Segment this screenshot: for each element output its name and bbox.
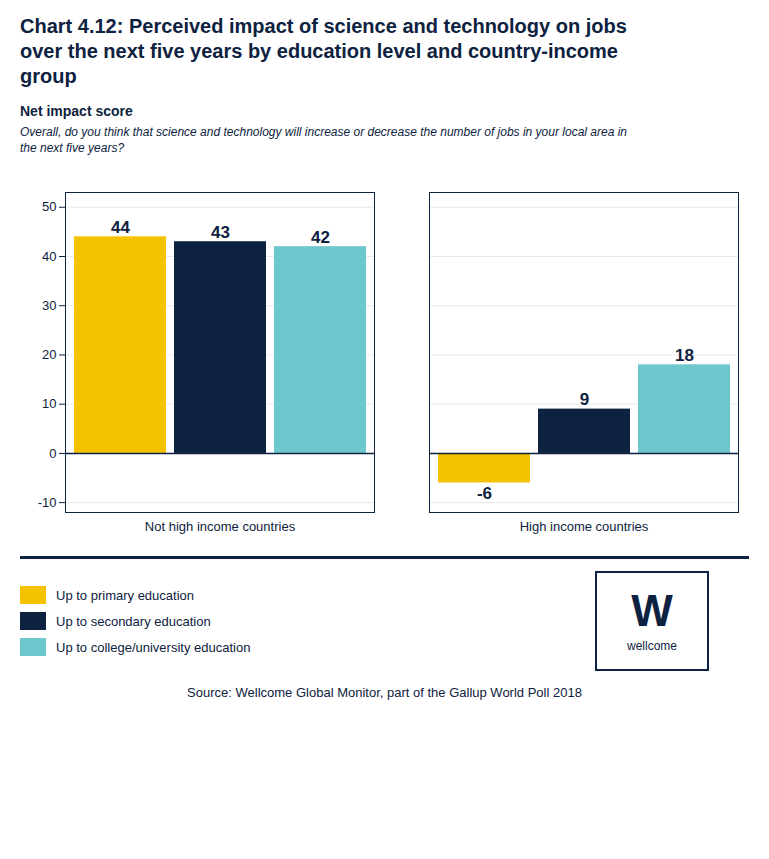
svg-text:-10: -10 xyxy=(38,495,57,510)
svg-text:18: 18 xyxy=(675,346,694,365)
html-text:wellcome: wellcome xyxy=(627,639,677,654)
svg-text:10: 10 xyxy=(42,397,56,412)
svg-text:20: 20 xyxy=(42,347,56,362)
svg-text:44: 44 xyxy=(111,218,130,237)
svg-text:-6: -6 xyxy=(477,484,492,503)
svg-text:High income countries: High income countries xyxy=(520,519,649,534)
html-text:Up to college/university educa: Up to college/university education xyxy=(56,639,251,655)
svg-text:Not high income countries: Not high income countries xyxy=(145,519,296,534)
html-text:Up to secondary education: Up to secondary education xyxy=(56,613,211,629)
html-text:W: W xyxy=(631,586,673,636)
html-text:Source: Wellcome Global Monito: Source: Wellcome Global Monitor, part of… xyxy=(187,685,582,701)
html-text:Overall, do you think that sci: Overall, do you think that science and t… xyxy=(20,125,627,155)
svg-text:43: 43 xyxy=(211,223,230,242)
svg-text:50: 50 xyxy=(42,200,56,215)
html-text:Net impact score: Net impact score xyxy=(20,103,133,119)
svg-text:42: 42 xyxy=(311,228,330,247)
html-text:Chart 4.12: Perceived impact o: Chart 4.12: Perceived impact of science … xyxy=(20,15,627,87)
svg-text:9: 9 xyxy=(580,390,589,409)
html-text:Up to primary education: Up to primary education xyxy=(56,587,194,603)
svg-text:40: 40 xyxy=(42,249,56,264)
svg-text:30: 30 xyxy=(42,298,56,313)
svg-text:0: 0 xyxy=(49,446,56,461)
